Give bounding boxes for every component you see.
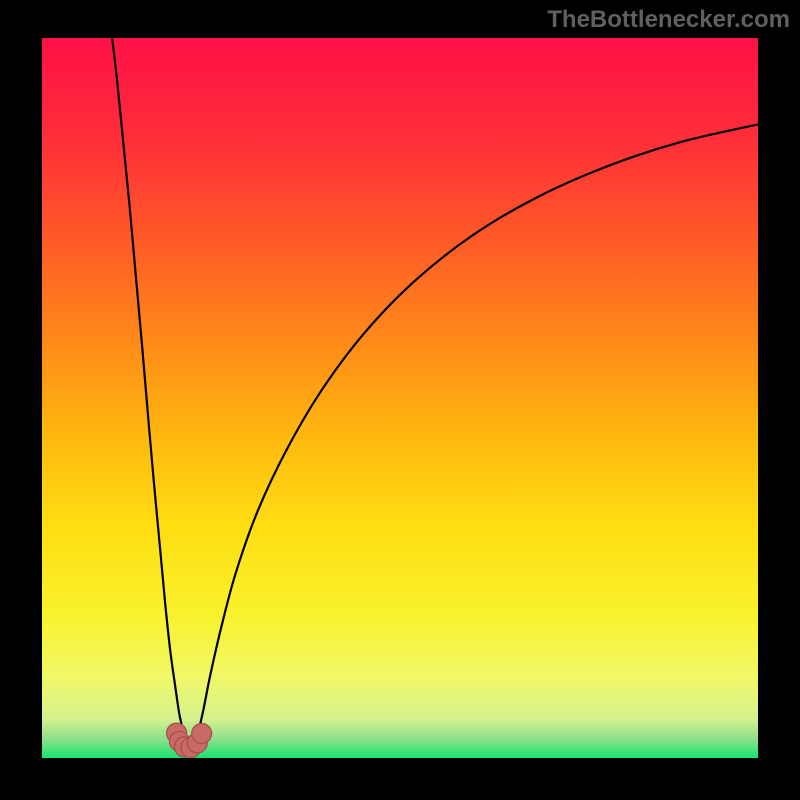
marker-dot: [192, 724, 212, 744]
plot-gradient-background: [42, 38, 758, 758]
bottleneck-chart: [0, 0, 800, 800]
chart-stage: TheBottlenecker.com: [0, 0, 800, 800]
